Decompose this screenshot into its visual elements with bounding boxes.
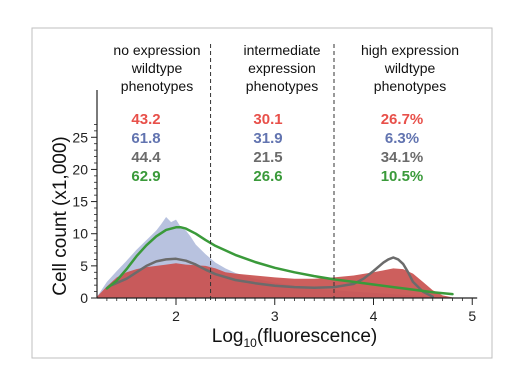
x-axis-label-subscript: 10 [243,336,257,350]
region-label-0-line-1: wildtype [131,60,183,76]
line-series-3 [105,226,454,296]
region-label-1-line-0: intermediate [243,42,320,58]
percent-value-r0-c0: 43.2 [131,111,160,128]
y-tick-label: 15 [72,194,88,210]
x-tick-label: 5 [468,308,476,324]
region-label-2-line-0: high expression [361,42,459,58]
x-axis-label-rest: (fluorescence) [257,326,377,347]
percent-value-r2-c0: 44.4 [131,149,161,166]
x-axis-label: Log10(fluorescence) [212,326,377,350]
percent-value-r3-c2: 10.5% [381,168,424,185]
y-tick-label: 5 [80,258,88,274]
percent-value-r2-c2: 34.1% [381,149,424,166]
percent-value-r2-c1: 21.5 [253,149,282,166]
y-axis-label: Cell count (x1,000) [50,136,71,295]
histogram-series-1 [97,263,463,298]
region-label-2-line-1: wildtype [384,60,436,76]
region-label-2-line-2: phenotypes [374,78,446,94]
region-label-1-line-1: expression [248,60,316,76]
region-label-1-line-2: phenotypes [246,78,318,94]
line-series-2 [110,256,434,298]
region-label-0-line-0: no expression [113,42,200,58]
x-tick-label: 3 [271,308,279,324]
percent-value-r1-c0: 61.8 [131,130,160,147]
x-tick-label: 2 [172,308,180,324]
percent-value-r3-c1: 26.6 [253,168,282,185]
y-tick-label: 20 [72,161,88,177]
region-label-0-line-2: phenotypes [121,78,193,94]
percent-value-r1-c1: 31.9 [253,130,282,147]
percent-value-r3-c0: 62.9 [131,168,160,185]
y-tick-label: 25 [72,129,88,145]
percent-value-r1-c2: 6.3% [385,130,419,147]
percent-value-r0-c2: 26.7% [381,111,424,128]
y-tick-label: 10 [72,226,88,242]
figure-border [31,27,493,359]
x-axis-label-main: Log [212,326,244,347]
x-tick-label: 4 [370,308,378,324]
y-tick-label: 0 [80,290,88,306]
percent-value-r0-c1: 30.1 [253,111,282,128]
